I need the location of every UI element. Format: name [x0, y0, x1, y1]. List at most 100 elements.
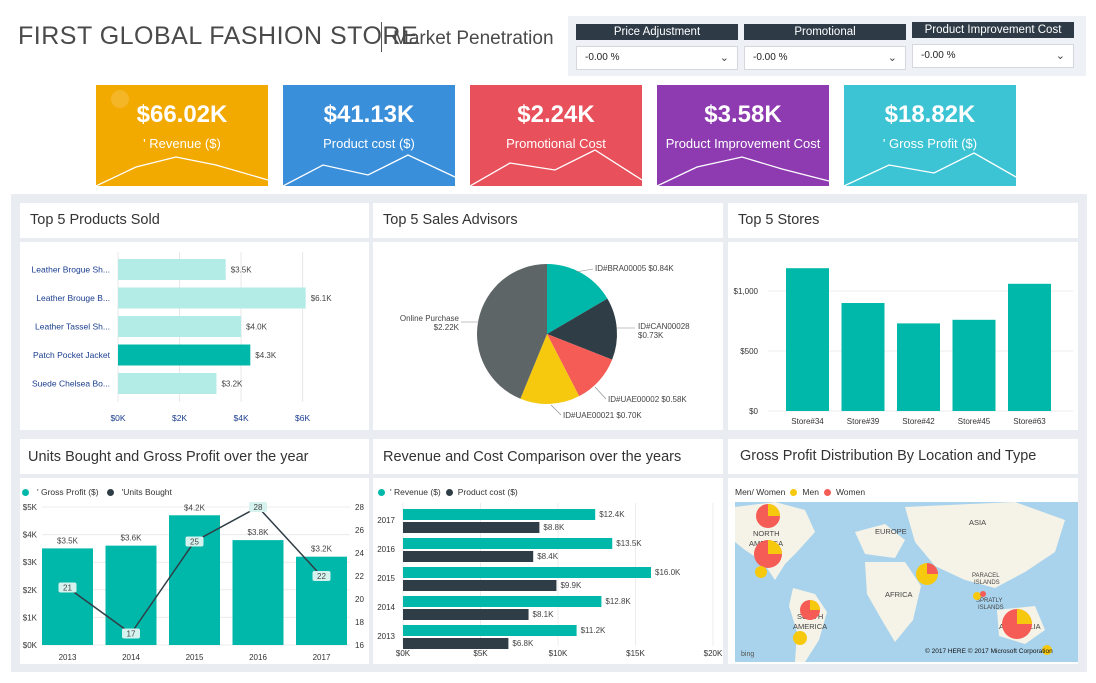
region-label: ASIA [969, 518, 986, 527]
bar[interactable] [105, 545, 157, 645]
chevron-down-icon: ⌄ [887, 52, 897, 64]
bubble-men[interactable] [1017, 609, 1032, 624]
bar[interactable] [169, 515, 220, 645]
revenue-bar[interactable] [403, 509, 596, 520]
bubble-men[interactable] [768, 504, 780, 516]
point-label-bg[interactable] [249, 502, 267, 512]
pie-label: ID#BRA00005 $0.84K [595, 264, 674, 273]
pie-slice[interactable] [547, 264, 608, 334]
rev-cost-chart-tile[interactable]: ' Revenue ($) Product cost ($) $0K $5K $10… [373, 478, 723, 664]
revenue-bar[interactable] [403, 596, 602, 607]
point-label-bg[interactable] [122, 628, 140, 639]
pie-slice[interactable] [547, 298, 617, 360]
bar[interactable] [118, 373, 217, 394]
bubble-men[interactable] [768, 540, 782, 554]
bar[interactable] [786, 268, 829, 411]
cost-bar[interactable] [403, 580, 557, 591]
product-improvement-dropdown[interactable]: -0.00 % ⌄ [912, 44, 1074, 68]
legend-dot-gross-profit [22, 488, 29, 496]
y-tick-label: $500 [740, 347, 758, 356]
revenue-bar[interactable] [403, 567, 651, 578]
data-label: $6.1K [311, 294, 333, 303]
bar[interactable] [841, 303, 885, 411]
data-label: $4.3K [255, 351, 277, 360]
geo-header: Gross Profit Distribution By Location an… [728, 439, 1078, 474]
bar[interactable] [118, 316, 242, 337]
data-label: $6.8K [512, 639, 534, 648]
bar[interactable] [897, 323, 940, 411]
bubble-men[interactable] [793, 631, 807, 645]
y-tick-label: 2016 [377, 545, 395, 554]
region-label: PARACEL [972, 573, 1000, 579]
bar[interactable] [118, 259, 226, 280]
cost-bar[interactable] [403, 522, 540, 533]
world-map[interactable]: NORTH AMERICA EUROPE ASIA AFRICA SOUTH A… [735, 502, 1078, 662]
point-label: 17 [127, 630, 136, 639]
pie-slice[interactable] [477, 264, 547, 399]
kpi-revenue-value: $66.02K [136, 101, 228, 128]
bar[interactable] [42, 548, 93, 645]
top-products-chart-tile[interactable]: $0K $2K $4K $6K Leather Brogue Sh... $3.5K Lea… [20, 242, 369, 430]
pie-slice[interactable] [547, 334, 613, 397]
bubble-men[interactable] [755, 566, 767, 578]
bing-logo: bing [741, 651, 754, 658]
bar[interactable] [118, 287, 306, 309]
legend-dot-product-cost [445, 488, 453, 496]
region-label: SPRATLY [976, 598, 1002, 604]
top-advisors-chart[interactable]: ID#BRA00005 $0.84K ID#CAN00028$0.73K ID#UA… [373, 242, 723, 430]
kpi-revenue-card[interactable]: $66.02K ' Revenue ($) [96, 85, 268, 186]
point-label-bg[interactable] [58, 582, 77, 593]
top-stores-chart-tile[interactable]: $0 $500 $1,000 Store#34 Store#39 Store#42 Stor… [728, 242, 1078, 430]
bar[interactable] [1008, 283, 1051, 411]
point-label-bg[interactable] [185, 536, 204, 547]
bar[interactable] [952, 319, 996, 411]
bar[interactable] [232, 540, 284, 645]
data-label: $9.9K [560, 581, 582, 590]
bar[interactable] [296, 556, 347, 645]
top-stores-chart[interactable]: $0 $500 $1,000 Store#34 Store#39 Store#42 Stor… [728, 242, 1078, 430]
gross-profit-sparkline [844, 152, 1016, 186]
region-label: ISLANDS [978, 605, 1004, 611]
revenue-bar[interactable] [403, 538, 613, 549]
y2-tick-label: 22 [355, 572, 364, 581]
bubble-men[interactable] [973, 592, 981, 600]
product-improvement-value: -0.00 % [921, 50, 956, 61]
data-label: $3.2K [311, 545, 333, 554]
kpi-product-cost-card[interactable]: $41.13K Product cost ($) [283, 85, 455, 186]
rev-cost-chart[interactable]: $0K $5K $10K $15K $20K $12.4K $8.8K 2017 $13.5K $… [373, 478, 723, 664]
kpi-gross-profit-card[interactable]: $18.82K ' Gross Profit ($) [844, 85, 1016, 186]
x-tick-label: 2016 [249, 653, 267, 662]
revenue-bar[interactable] [403, 625, 577, 636]
promotional-dropdown[interactable]: -0.00 % ⌄ [744, 46, 906, 70]
point-label-bg[interactable] [312, 571, 331, 581]
data-label: $8.8K [543, 523, 565, 532]
bubble-men[interactable] [810, 600, 820, 610]
bar[interactable] [118, 344, 251, 366]
land-asia [905, 502, 1065, 588]
pie-label: $0.73K [638, 331, 664, 340]
kpi-improvement-card[interactable]: $3.58K Product Improvement Cost [657, 85, 829, 186]
bubble-women[interactable] [927, 563, 938, 574]
units-profit-chart-tile[interactable]: ' Gross Profit ($) 'Units Bought $0K $1K $… [20, 478, 369, 664]
y2-tick-label: 18 [355, 618, 364, 627]
cost-bar[interactable] [403, 638, 509, 649]
data-label: $3.8K [248, 528, 270, 537]
cost-bar[interactable] [403, 609, 529, 620]
top-advisors-chart-tile[interactable]: ID#BRA00005 $0.84K ID#CAN00028 $0.73K ID#UA… [373, 242, 723, 430]
kpi-promotional-card[interactable]: $2.24K Promotional Cost [470, 85, 642, 186]
kpi-improvement-value: $3.58K [704, 101, 782, 128]
bubble-women[interactable] [980, 591, 986, 597]
y-tick-label: 2013 [377, 632, 395, 641]
kpi-improvement-label: Product Improvement Cost [665, 136, 821, 151]
bubble-men[interactable] [1042, 645, 1052, 655]
pie-label: Online Purchase [400, 314, 460, 323]
pie-slice[interactable] [520, 334, 580, 404]
legend-units-bought: 'Units Bought [121, 487, 172, 497]
cost-bar[interactable] [403, 551, 534, 562]
price-adjustment-dropdown[interactable]: -0.00 % ⌄ [576, 46, 738, 70]
top-products-chart[interactable]: $0K $2K $4K $6K Leather Brogue Sh... $3.5K Lea… [20, 242, 369, 430]
x-tick-label: 2017 [313, 653, 331, 662]
units-profit-chart[interactable]: $0K $1K $2K $3K $4K $5K 16 18 20 22 24 26 28 $3.5K 201… [20, 478, 369, 664]
x-tick-label: 2013 [59, 653, 77, 662]
point-label: 25 [190, 538, 199, 547]
